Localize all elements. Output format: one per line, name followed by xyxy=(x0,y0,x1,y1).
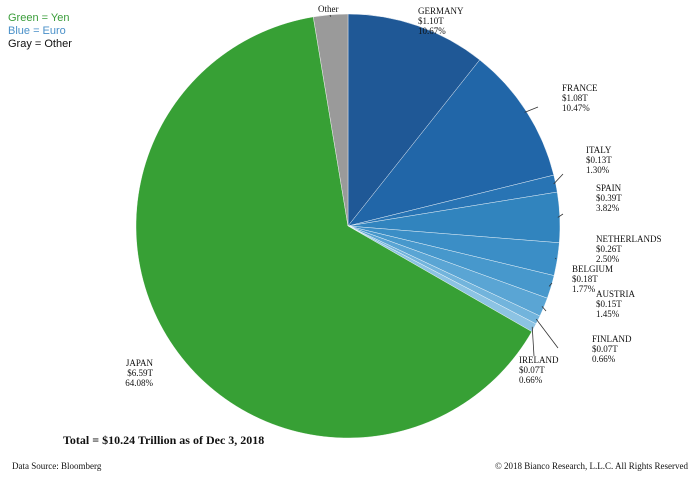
label-spain: SPAIN $0.39T 3.82% xyxy=(596,183,622,213)
slice-japan xyxy=(135,16,533,439)
legend-euro: Blue = Euro xyxy=(8,25,66,37)
label-austria: AUSTRIA $0.15T 1.45% xyxy=(596,289,636,319)
label-japan: JAPAN $6.59T 64.08% xyxy=(125,358,153,388)
label-france: FRANCE $1.08T 10.47% xyxy=(562,83,598,113)
legend: Green = Yen Blue = Euro Gray = Other xyxy=(8,12,72,50)
label-other: Other xyxy=(318,4,339,14)
leader-other xyxy=(329,14,332,17)
total-caption: Total = $10.24 Trillion as of Dec 3, 201… xyxy=(63,433,264,447)
data-source: Data Source: Bloomberg xyxy=(12,461,102,471)
label-germany: GERMANY $1.10T 10.67% xyxy=(418,6,464,36)
leader-italy xyxy=(553,173,564,185)
leader-ireland xyxy=(531,326,535,357)
leader-france xyxy=(524,106,539,113)
leader-belgium xyxy=(548,282,553,287)
leader-spain xyxy=(557,213,564,218)
label-ireland: IRELAND $0.07T 0.66% xyxy=(519,355,559,385)
copyright: © 2018 Bianco Research, L.L.C. All Right… xyxy=(495,461,689,471)
leader-finland xyxy=(535,318,559,349)
leader-netherlands xyxy=(555,257,557,260)
pie-slices xyxy=(135,13,561,439)
label-netherlands: NETHERLANDS $0.26T 2.50% xyxy=(596,234,662,264)
label-finland: FINLAND $0.07T 0.66% xyxy=(592,334,632,364)
label-belgium: BELGIUM $0.18T 1.77% xyxy=(572,264,613,294)
slice-labels: GERMANY $1.10T 10.67% FRANCE $1.08T 10.47% ITA… xyxy=(125,4,661,388)
slice-germany xyxy=(347,13,481,227)
legend-yen: Green = Yen xyxy=(8,12,69,24)
label-italy: ITALY $0.13T 1.30% xyxy=(586,145,612,175)
legend-other: Gray = Other xyxy=(8,38,72,50)
leader-austria xyxy=(541,306,547,312)
label-leader-lines xyxy=(329,14,564,357)
slice-other xyxy=(313,13,349,227)
